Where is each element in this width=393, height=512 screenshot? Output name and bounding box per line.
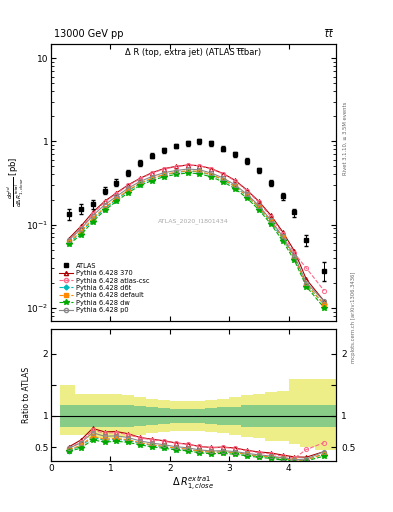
Bar bbox=[60, 405, 75, 427]
Bar bbox=[206, 400, 217, 432]
Bar bbox=[182, 401, 193, 431]
Bar bbox=[315, 379, 336, 450]
Bar bbox=[182, 409, 193, 423]
Bar bbox=[277, 405, 288, 427]
Bar bbox=[241, 406, 253, 426]
Bar bbox=[229, 397, 241, 435]
Bar bbox=[253, 394, 265, 438]
Text: 13000 GeV pp: 13000 GeV pp bbox=[54, 29, 123, 39]
Bar bbox=[122, 395, 134, 437]
Bar bbox=[193, 409, 206, 423]
Bar bbox=[87, 405, 99, 427]
Bar bbox=[193, 401, 206, 431]
Bar bbox=[253, 405, 265, 427]
Bar bbox=[277, 391, 288, 441]
Bar bbox=[300, 405, 315, 427]
Bar bbox=[134, 406, 146, 426]
Bar bbox=[170, 409, 182, 423]
Bar bbox=[217, 399, 229, 433]
Text: mcplots.cern.ch [arXiv:1306.3436]: mcplots.cern.ch [arXiv:1306.3436] bbox=[351, 272, 356, 363]
Text: t̅t̅: t̅t̅ bbox=[325, 29, 333, 39]
Bar bbox=[75, 405, 87, 427]
Bar bbox=[122, 406, 134, 426]
Bar bbox=[265, 405, 277, 427]
X-axis label: $\Delta\,R_{1,close}^{extra1}$: $\Delta\,R_{1,close}^{extra1}$ bbox=[173, 475, 215, 494]
Bar bbox=[229, 407, 241, 425]
Y-axis label: Ratio to ATLAS: Ratio to ATLAS bbox=[22, 367, 31, 423]
Text: Δ R (top, extra jet) (ATLAS t̅t̅bar): Δ R (top, extra jet) (ATLAS t̅t̅bar) bbox=[125, 48, 262, 57]
Bar bbox=[75, 394, 87, 435]
Bar bbox=[288, 379, 300, 444]
Bar bbox=[158, 400, 170, 432]
Bar bbox=[99, 405, 110, 427]
Bar bbox=[146, 399, 158, 433]
Bar bbox=[206, 408, 217, 424]
Bar bbox=[300, 379, 315, 447]
Bar bbox=[288, 405, 300, 427]
Bar bbox=[99, 394, 110, 438]
Bar bbox=[265, 392, 277, 441]
Bar bbox=[241, 395, 253, 437]
Bar bbox=[158, 408, 170, 424]
Text: Rivet 3.1.10, ≥ 3.5M events: Rivet 3.1.10, ≥ 3.5M events bbox=[343, 101, 348, 175]
Bar bbox=[146, 407, 158, 424]
Bar bbox=[60, 385, 75, 435]
Bar bbox=[170, 401, 182, 431]
Bar bbox=[315, 405, 336, 427]
Bar bbox=[87, 394, 99, 438]
Bar bbox=[110, 405, 122, 427]
Bar bbox=[134, 397, 146, 435]
Legend: ATLAS, Pythia 6.428 370, Pythia 6.428 atlas-csc, Pythia 6.428 d6t, Pythia 6.428 : ATLAS, Pythia 6.428 370, Pythia 6.428 at… bbox=[57, 262, 151, 314]
Bar bbox=[217, 407, 229, 424]
Bar bbox=[110, 394, 122, 438]
Text: ATLAS_2020_I1801434: ATLAS_2020_I1801434 bbox=[158, 218, 229, 224]
Y-axis label: $\frac{d\sigma^{td}}{d\Delta\,R_{1,close}^{total}}$ [pb]: $\frac{d\sigma^{td}}{d\Delta\,R_{1,close… bbox=[5, 157, 25, 207]
